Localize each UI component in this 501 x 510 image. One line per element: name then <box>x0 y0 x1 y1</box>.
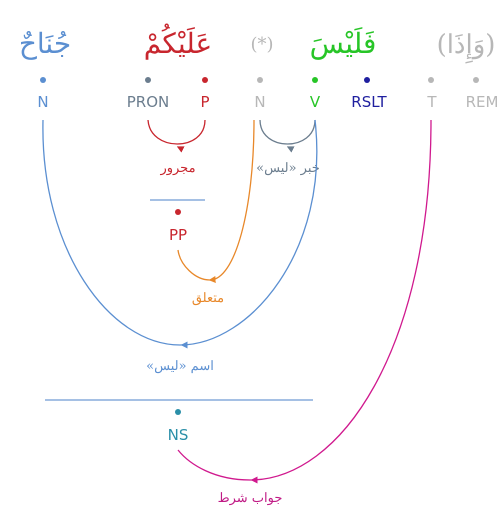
dot-rem <box>473 77 479 83</box>
tag-pron: PRON <box>127 93 170 111</box>
dot-n <box>40 77 46 83</box>
tag-n: N <box>37 93 48 111</box>
label-ism-laysa: اسم «ليس» <box>146 359 214 374</box>
label-mutaallaq: متعلق <box>192 291 224 306</box>
tag-t: T <box>426 93 437 111</box>
phrase-pp: PP <box>169 226 187 244</box>
word-wa-idha: (وَإِذَا) <box>437 30 496 64</box>
tag-n-hidden: N <box>254 93 265 111</box>
label-jawab-shart: جواب شرط <box>218 491 283 506</box>
arc-mutaallaq-head <box>208 276 216 284</box>
dot-ns <box>175 409 181 415</box>
tag-rem: REM <box>466 93 499 111</box>
word-junah: جُنَاحٌ <box>19 27 71 60</box>
tag-rslt: RSLT <box>351 93 387 111</box>
phrase-ns: NS <box>168 426 189 444</box>
dot-p <box>202 77 208 83</box>
arc-majrur <box>147 119 206 145</box>
label-majrur: مجرور <box>159 161 195 176</box>
word-hidden-star: (*) <box>250 34 273 55</box>
dot-n-hidden <box>257 77 263 83</box>
tag-v: V <box>310 93 321 111</box>
arc-khabar <box>259 119 316 145</box>
arc-ism <box>42 119 318 346</box>
dot-pron <box>145 77 151 83</box>
word-alaykum: عَلَيْكُمْ <box>144 23 213 60</box>
dot-pp <box>175 209 181 215</box>
arc-mutaallaq <box>177 119 255 281</box>
word-falaysa: فَلَيْسَ <box>310 27 377 60</box>
arc-jawab <box>177 119 432 481</box>
label-khabar-laysa: خبر «ليس» <box>256 161 320 176</box>
dot-t <box>428 77 434 83</box>
dot-v <box>312 77 318 83</box>
tag-p: P <box>200 93 209 111</box>
dot-rslt <box>364 77 370 83</box>
